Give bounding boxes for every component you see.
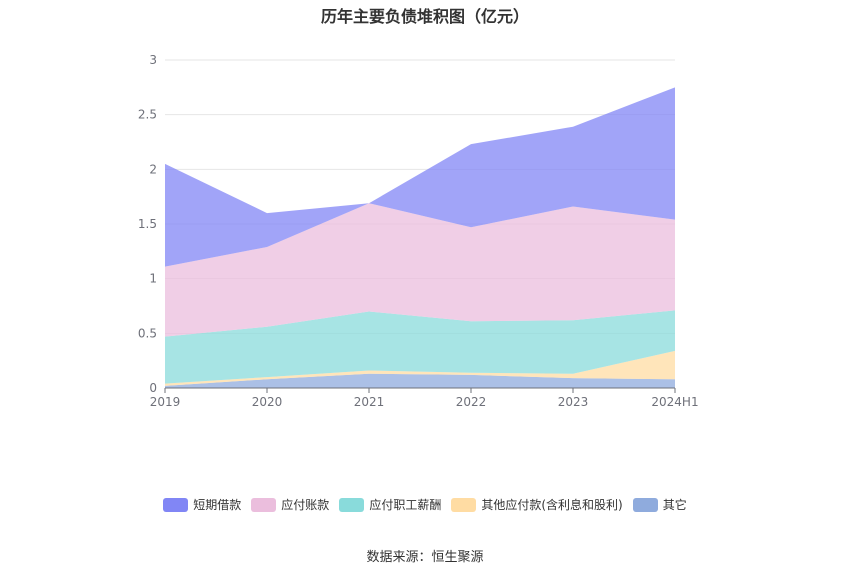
legend-label: 应付账款 bbox=[281, 498, 330, 512]
x-tick-label: 2019 bbox=[150, 395, 181, 409]
legend-item[interactable]: 其它 bbox=[632, 496, 687, 513]
y-tick-label: 0.5 bbox=[138, 326, 157, 340]
y-tick-label: 0 bbox=[149, 381, 157, 395]
legend-item[interactable]: 短期借款 bbox=[163, 496, 241, 513]
chart-title: 历年主要负债堆积图（亿元） bbox=[320, 7, 529, 26]
area-series-3 bbox=[165, 203, 675, 337]
legend: 短期借款 应付账款 应付职工薪酬 其他应付款(含利息和股利) 其它 bbox=[0, 496, 850, 513]
x-tick-label: 2022 bbox=[456, 395, 487, 409]
y-tick-label: 1 bbox=[149, 272, 157, 286]
x-tick-label: 2021 bbox=[354, 395, 385, 409]
legend-swatch bbox=[251, 497, 277, 512]
axes: 0 0.5 1 1.5 2 2.5 3 2019 2020 2021 2022 2023 2024H1 bbox=[138, 53, 699, 409]
legend-item[interactable]: 应付职工薪酬 bbox=[339, 496, 441, 513]
area-series-0 bbox=[165, 373, 675, 388]
legend-item[interactable]: 其他应付款(含利息和股利) bbox=[451, 496, 623, 513]
legend-swatch bbox=[339, 497, 365, 512]
x-tick-label: 2020 bbox=[252, 395, 283, 409]
y-tick-label: 2 bbox=[149, 162, 157, 176]
legend-swatch bbox=[163, 497, 189, 512]
legend-label: 短期借款 bbox=[193, 498, 242, 512]
y-tick-label: 2.5 bbox=[138, 108, 157, 122]
legend-item[interactable]: 应付账款 bbox=[251, 496, 329, 513]
area-series-4 bbox=[165, 87, 675, 267]
data-source: 数据来源：恒生聚源 bbox=[366, 550, 484, 565]
series-areas bbox=[165, 87, 675, 388]
x-tick-label: 2023 bbox=[558, 395, 589, 409]
legend-label: 其他应付款(含利息和股利) bbox=[481, 498, 623, 512]
area-series-2 bbox=[165, 310, 675, 384]
x-tick-label: 2024H1 bbox=[651, 395, 698, 409]
y-tick-label: 3 bbox=[149, 53, 157, 67]
y-tick-label: 1.5 bbox=[138, 217, 157, 231]
area-series-1 bbox=[165, 350, 675, 386]
legend-swatch bbox=[632, 497, 658, 512]
legend-label: 其它 bbox=[662, 498, 687, 512]
legend-label: 应付职工薪酬 bbox=[369, 498, 442, 512]
legend-swatch bbox=[451, 497, 477, 512]
